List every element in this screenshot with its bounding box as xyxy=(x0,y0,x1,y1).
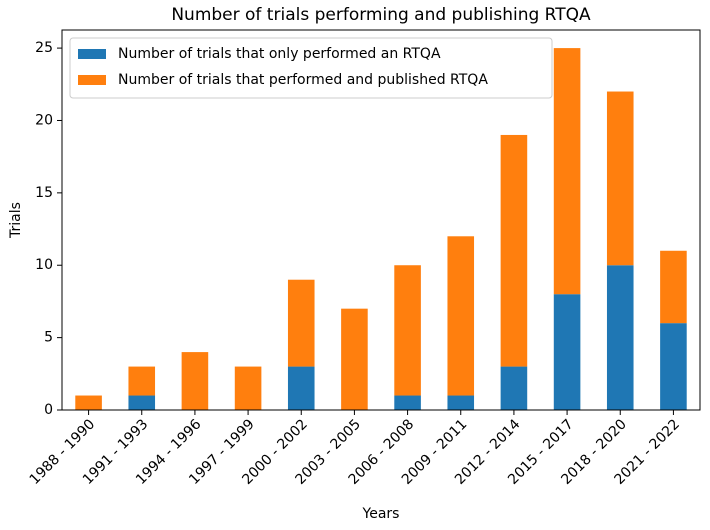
legend-label: Number of trials that performed and publ… xyxy=(118,72,488,88)
legend-swatch xyxy=(78,49,106,59)
bar-segment xyxy=(128,366,156,396)
bar-segment xyxy=(394,395,421,410)
bar-segment xyxy=(394,265,421,396)
legend-swatch xyxy=(78,75,106,85)
y-axis-label: Trials xyxy=(8,202,24,239)
bar-segment xyxy=(553,48,581,295)
bar-segment xyxy=(287,279,315,367)
bar-segment xyxy=(287,366,315,410)
y-tick-label: 5 xyxy=(44,330,53,346)
bar-segment xyxy=(341,308,368,410)
y-tick-label: 10 xyxy=(35,257,53,273)
bar-segment xyxy=(128,395,156,410)
bar-segment xyxy=(234,366,262,410)
bar-segment xyxy=(553,294,581,410)
bar-segment xyxy=(500,134,528,367)
bar-segment xyxy=(606,265,634,410)
bar-segment xyxy=(181,352,209,410)
y-tick-label: 0 xyxy=(44,402,53,418)
y-tick-label: 20 xyxy=(35,112,53,128)
legend-label: Number of trials that only performed an … xyxy=(118,46,441,62)
bar-segment xyxy=(447,236,475,396)
bar-segment xyxy=(660,250,687,324)
bar-segment xyxy=(500,366,528,410)
chart-title: Number of trials performing and publishi… xyxy=(171,5,591,25)
plot-frame xyxy=(61,29,701,411)
x-axis-label: Years xyxy=(362,506,400,522)
y-tick-label: 25 xyxy=(35,40,53,56)
bar-segment xyxy=(606,91,634,266)
y-tick-label: 15 xyxy=(35,185,53,201)
bar-segment xyxy=(660,323,687,410)
bar-segment xyxy=(75,395,102,410)
legend-box xyxy=(69,37,553,99)
bar-segment xyxy=(447,395,475,410)
